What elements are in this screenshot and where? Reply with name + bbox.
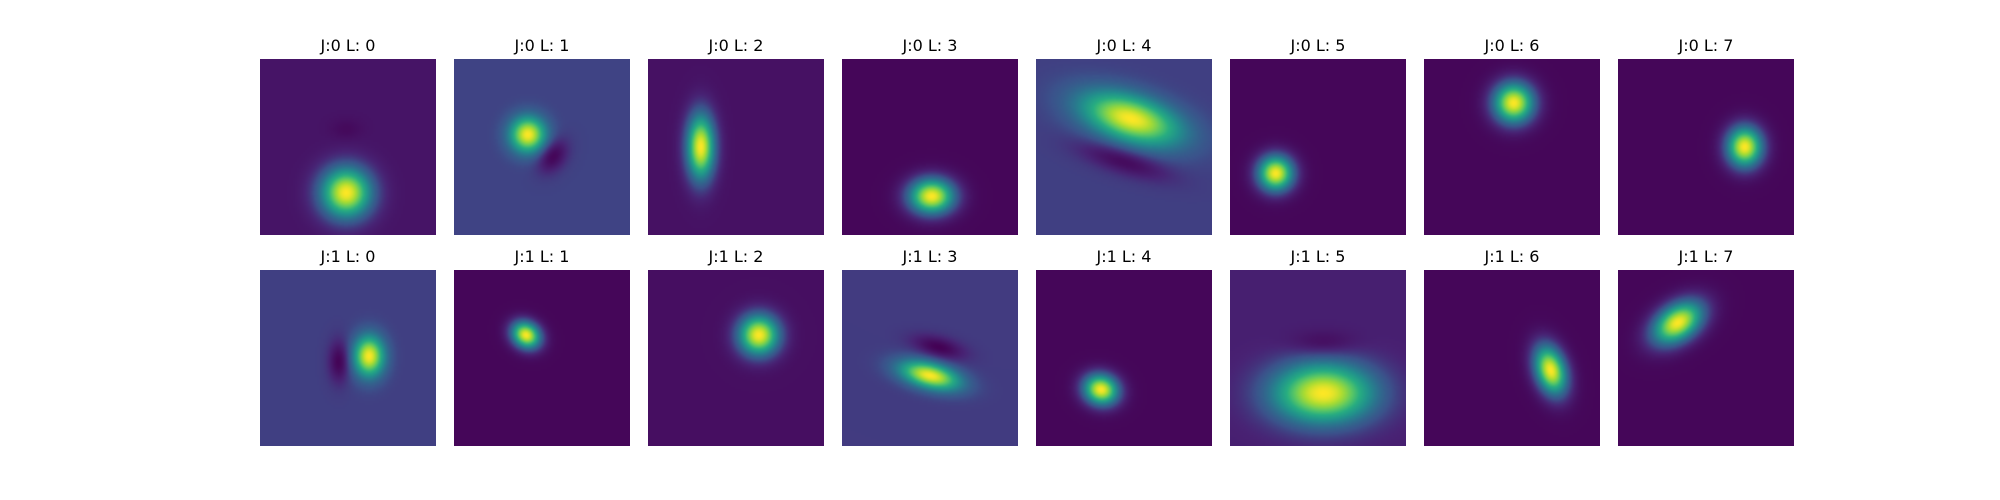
heatmap-image — [260, 59, 436, 235]
panel-title: J:1 L: 0 — [320, 247, 376, 266]
filter-panel: J:1 L: 4 — [1036, 247, 1212, 446]
heatmap-image — [648, 270, 824, 446]
panel-title: J:1 L: 4 — [1096, 247, 1152, 266]
filter-panel: J:1 L: 1 — [454, 247, 630, 446]
heatmap-image — [454, 270, 630, 446]
filter-panel: J:0 L: 2 — [648, 36, 824, 235]
panel-title: J:1 L: 1 — [514, 247, 570, 266]
panel-title: J:0 L: 5 — [1290, 36, 1346, 55]
heatmap-image — [842, 270, 1018, 446]
panel-title: J:0 L: 2 — [708, 36, 764, 55]
filter-panel: J:0 L: 7 — [1618, 36, 1794, 235]
panel-title: J:0 L: 1 — [514, 36, 570, 55]
heatmap-image — [648, 59, 824, 235]
filter-panel: J:1 L: 7 — [1618, 247, 1794, 446]
heatmap-image — [1424, 270, 1600, 446]
filter-panel: J:1 L: 3 — [842, 247, 1018, 446]
heatmap-image — [1036, 270, 1212, 446]
filter-panel: J:0 L: 1 — [454, 36, 630, 235]
heatmap-image — [1618, 59, 1794, 235]
heatmap-image — [842, 59, 1018, 235]
heatmap-image — [1618, 270, 1794, 446]
filter-panel: J:1 L: 5 — [1230, 247, 1406, 446]
heatmap-image — [1230, 59, 1406, 235]
panel-title: J:0 L: 6 — [1484, 36, 1540, 55]
filter-panel: J:0 L: 3 — [842, 36, 1018, 235]
panel-title: J:1 L: 2 — [708, 247, 764, 266]
filter-panel: J:1 L: 6 — [1424, 247, 1600, 446]
filter-panel: J:0 L: 5 — [1230, 36, 1406, 235]
heatmap-image — [454, 59, 630, 235]
filter-panel: J:0 L: 0 — [260, 36, 436, 235]
panel-title: J:0 L: 3 — [902, 36, 958, 55]
heatmap-image — [1230, 270, 1406, 446]
panel-title: J:1 L: 6 — [1484, 247, 1540, 266]
panel-title: J:1 L: 7 — [1678, 247, 1734, 266]
panel-title: J:0 L: 4 — [1096, 36, 1152, 55]
filter-panel: J:0 L: 4 — [1036, 36, 1212, 235]
panel-title: J:1 L: 5 — [1290, 247, 1346, 266]
heatmap-image — [260, 270, 436, 446]
filter-panel: J:1 L: 0 — [260, 247, 436, 446]
panel-title: J:0 L: 0 — [320, 36, 376, 55]
filter-panel: J:0 L: 6 — [1424, 36, 1600, 235]
panel-title: J:0 L: 7 — [1678, 36, 1734, 55]
heatmap-image — [1036, 59, 1212, 235]
filter-panel: J:1 L: 2 — [648, 247, 824, 446]
panel-title: J:1 L: 3 — [902, 247, 958, 266]
heatmap-image — [1424, 59, 1600, 235]
